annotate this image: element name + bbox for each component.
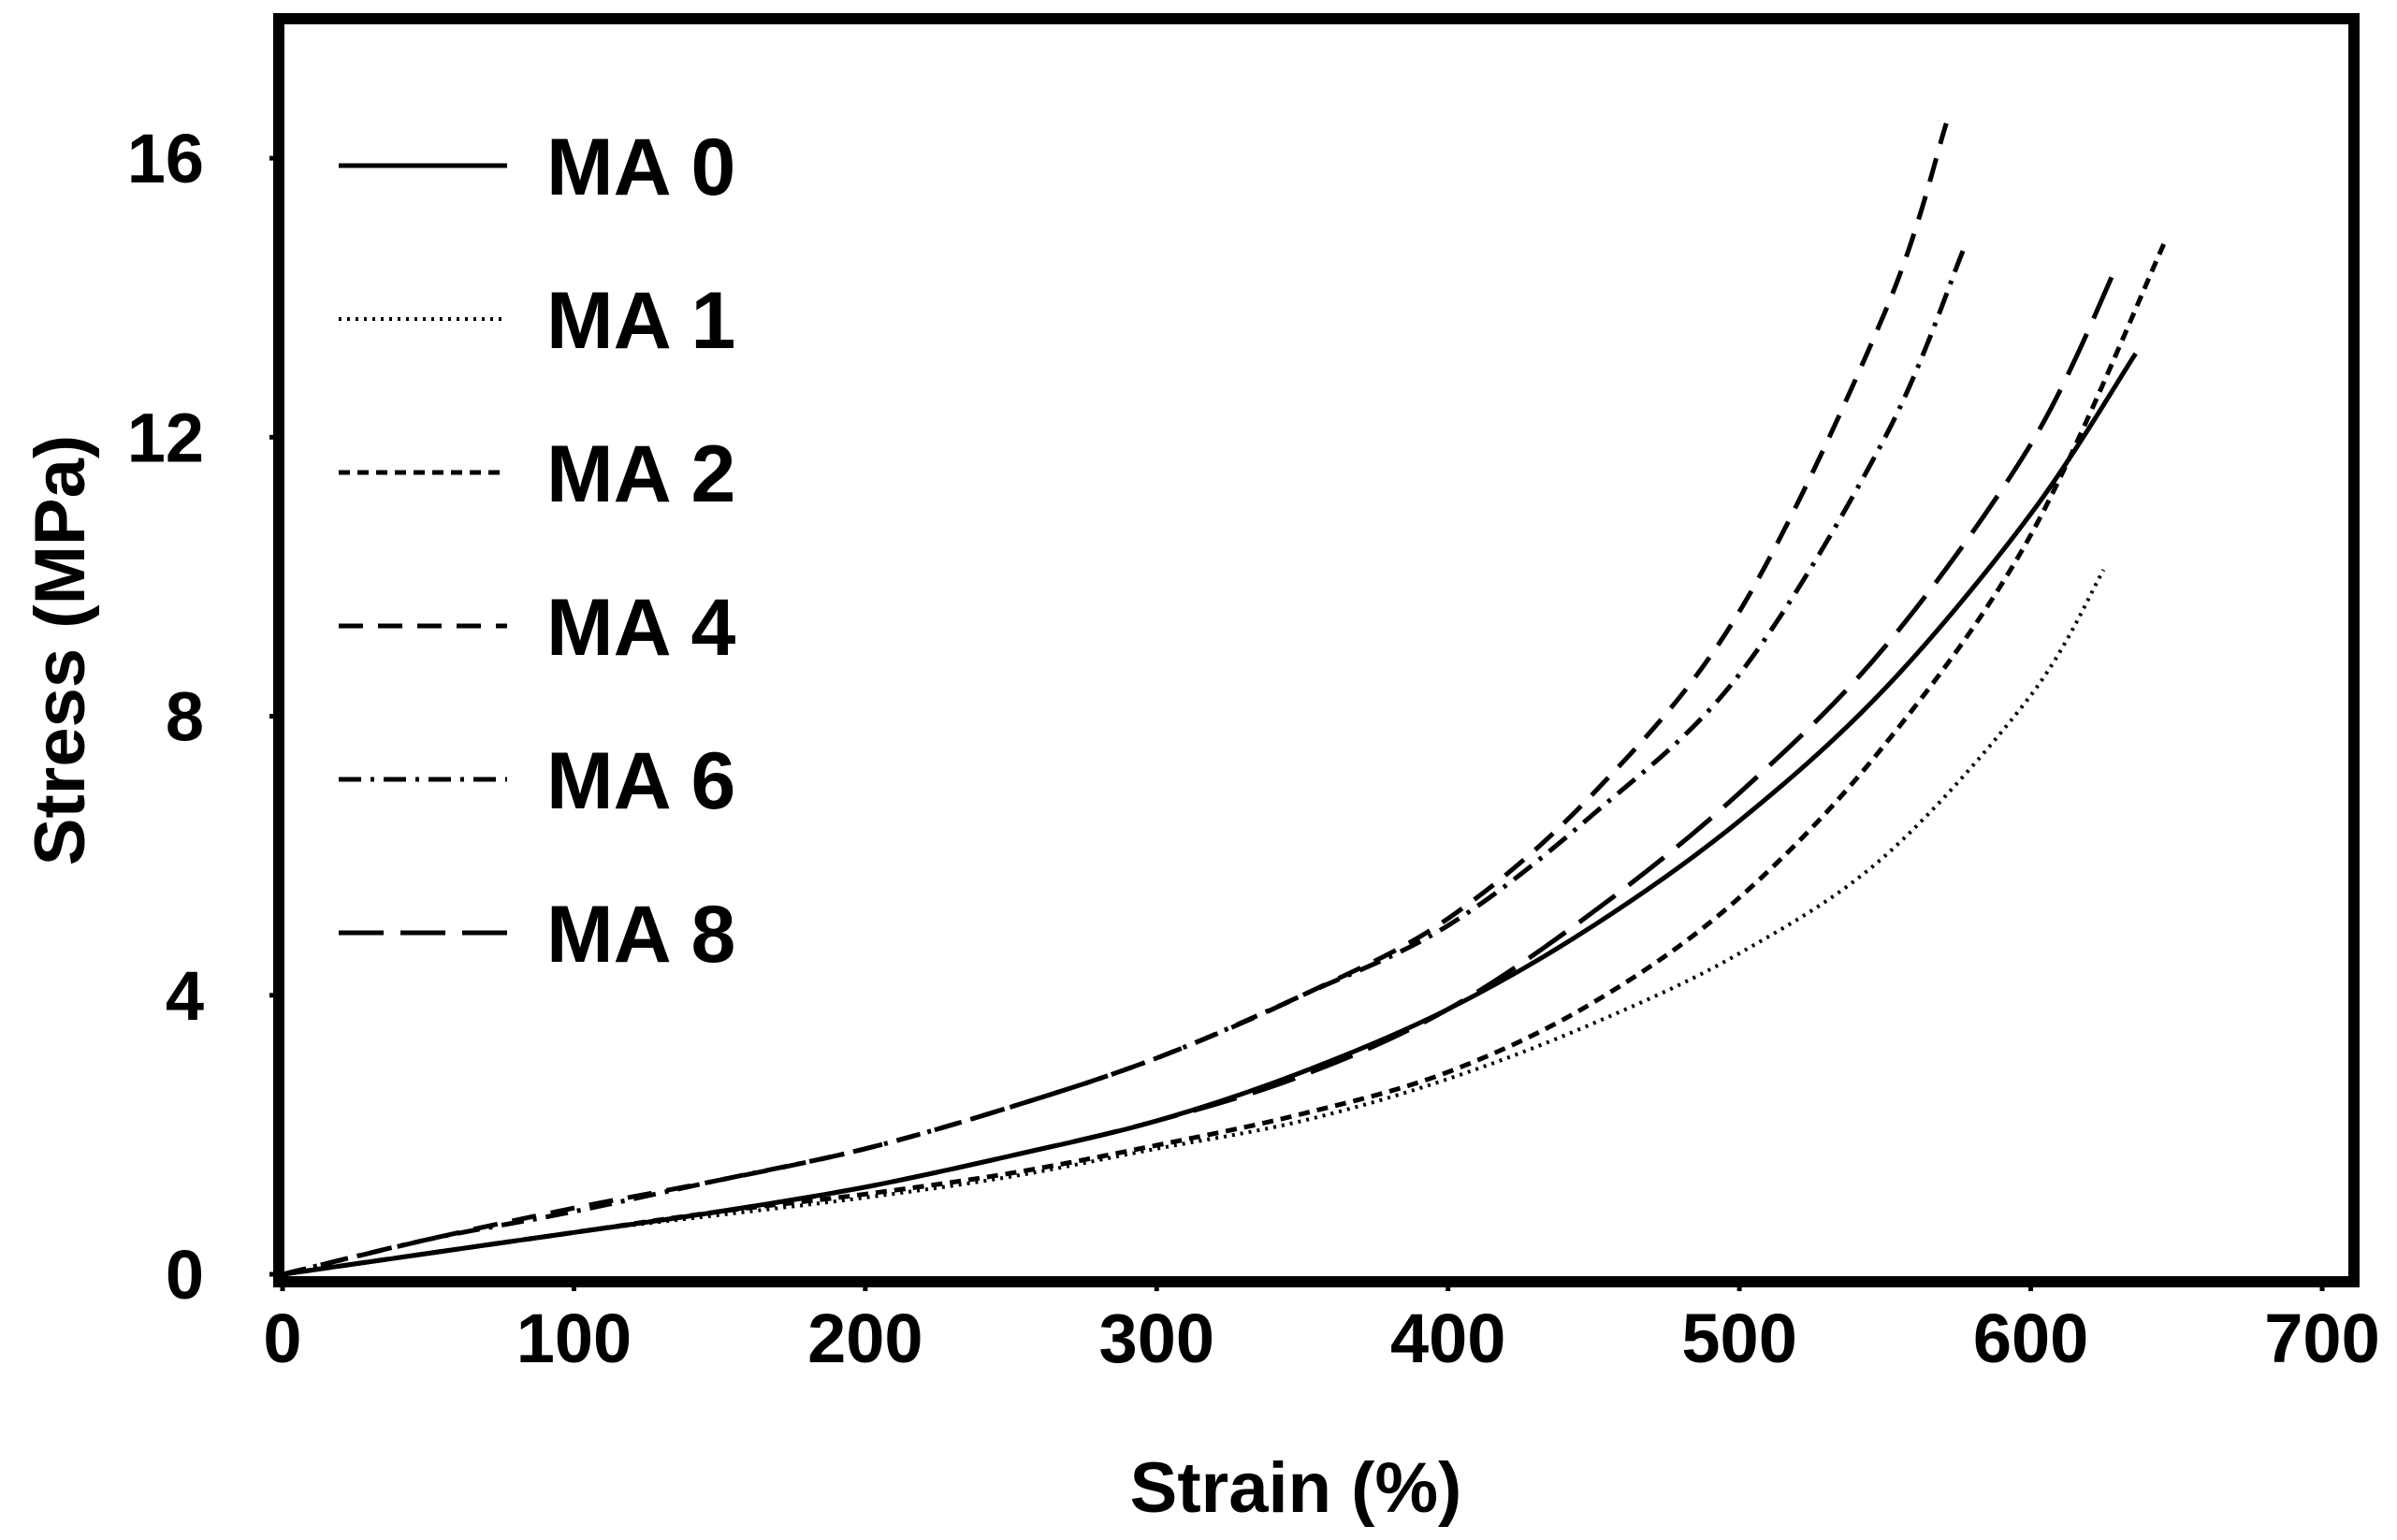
y-tick-label: 0: [166, 1236, 204, 1314]
series-line-ma-8: [282, 261, 2121, 1277]
x-tick-label: 400: [1390, 1300, 1505, 1377]
legend-label: MA 6: [546, 736, 735, 826]
series-line-ma-4: [282, 123, 1949, 1277]
x-axis: 0 100 200 300 400 500 600 700: [263, 1276, 2380, 1377]
y-tick-label: 8: [166, 678, 204, 756]
legend: MA 0 MA 1 MA 2 MA 4 MA 6 MA 8: [339, 123, 735, 980]
x-tick-label: 500: [1681, 1300, 1796, 1377]
y-tick-label: 4: [166, 957, 204, 1035]
x-tick-label: 300: [1099, 1300, 1214, 1377]
y-tick-label: 16: [127, 120, 204, 197]
legend-label: MA 0: [546, 123, 735, 212]
legend-label: MA 4: [546, 583, 735, 673]
y-axis-title: Stress (MPa): [21, 435, 100, 865]
legend-label: MA 2: [546, 429, 735, 519]
series-line-ma-6: [282, 248, 1967, 1277]
x-tick-label: 0: [263, 1300, 301, 1377]
x-tick-label: 600: [1973, 1300, 2088, 1377]
x-tick-label: 200: [807, 1300, 922, 1377]
x-axis-title: Strain (%): [1130, 1448, 1462, 1528]
x-tick-label: 700: [2264, 1300, 2379, 1377]
y-axis: 0 4 8 12 16: [127, 120, 284, 1314]
y-tick-label: 12: [127, 399, 204, 476]
x-tick-label: 100: [516, 1300, 632, 1377]
legend-label: MA 1: [546, 276, 735, 366]
series-layer: [282, 123, 2168, 1277]
legend-label: MA 8: [546, 890, 735, 980]
